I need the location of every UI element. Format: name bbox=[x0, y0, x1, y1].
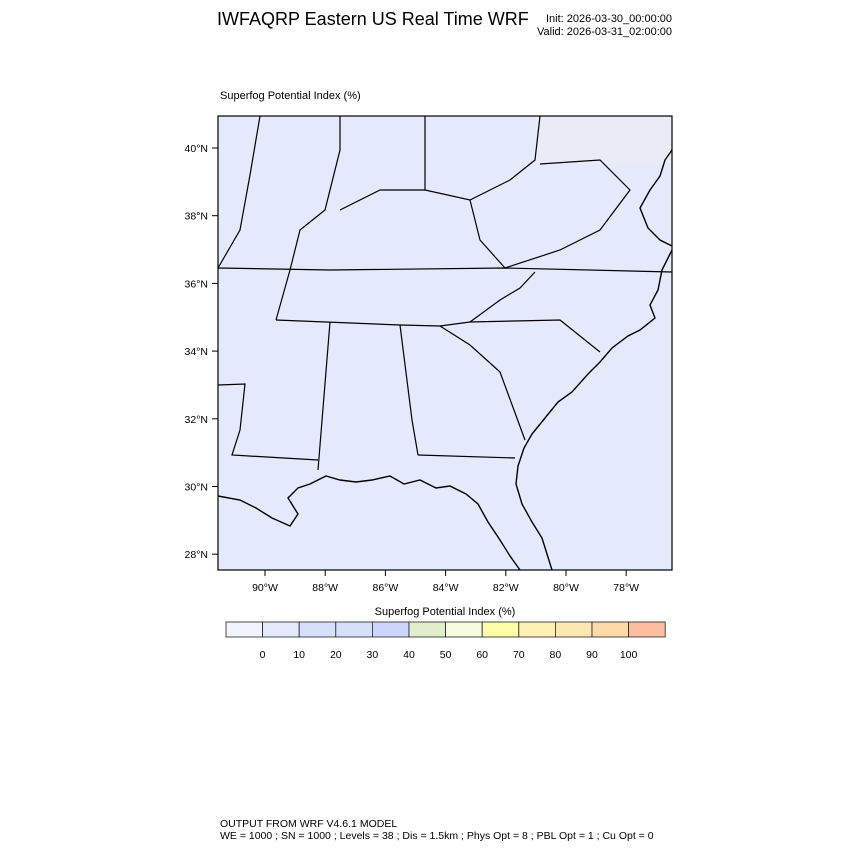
colorbar-label: 40 bbox=[403, 649, 415, 661]
lon-tick-label: 84°W bbox=[433, 582, 459, 594]
colorbar-swatch bbox=[591, 621, 629, 638]
colorbar-label: 100 bbox=[620, 649, 638, 661]
colorbar-swatch bbox=[335, 621, 373, 638]
colorbar-label: 0 bbox=[260, 649, 266, 661]
init-time: Init: 2026-03-30_00:00:00 bbox=[546, 13, 672, 25]
field-label: Superfog Potential Index (%) bbox=[220, 90, 361, 102]
colorbar-label: 90 bbox=[586, 649, 598, 661]
colorbar-swatch bbox=[628, 621, 666, 638]
colorbar-swatch bbox=[445, 621, 483, 638]
lat-tick-label: 28°N bbox=[185, 549, 208, 561]
colorbar-swatch bbox=[262, 621, 300, 638]
colorbar-label: 10 bbox=[293, 649, 305, 661]
model-info: OUTPUT FROM WRF V4.6.1 MODEL WE = 1000 ;… bbox=[220, 818, 654, 842]
colorbar-label: 60 bbox=[476, 649, 488, 661]
colorbar-swatch bbox=[555, 621, 593, 638]
lat-tick-label: 40°N bbox=[185, 143, 208, 155]
lon-tick-label: 80°W bbox=[553, 582, 579, 594]
colorbar-label: 20 bbox=[330, 649, 342, 661]
lon-tick-label: 86°W bbox=[373, 582, 399, 594]
map-region-low bbox=[536, 116, 672, 164]
lon-tick-label: 82°W bbox=[493, 582, 519, 594]
map-frame bbox=[217, 115, 673, 571]
footer-line-2: WE = 1000 ; SN = 1000 ; Levels = 38 ; Di… bbox=[220, 830, 654, 842]
colorbar-swatch bbox=[371, 621, 410, 638]
colorbar: 0 10 20 30 40 50 60 70 80 90 100 bbox=[225, 621, 666, 661]
colorbar-label: 80 bbox=[550, 649, 562, 661]
colorbar-label: 70 bbox=[513, 649, 525, 661]
colorbar-swatch bbox=[225, 621, 263, 638]
lat-tick-label: 38°N bbox=[185, 211, 208, 223]
colorbar-swatch bbox=[518, 621, 556, 638]
plot-title: IWFAQRP Eastern US Real Time WRF bbox=[217, 9, 529, 29]
colorbar-swatch bbox=[298, 621, 337, 638]
time-info: Init: 2026-03-30_00:00:00 Valid: 2026-03… bbox=[537, 13, 672, 39]
colorbar-title: Superfog Potential Index (%) bbox=[374, 606, 516, 618]
lon-tick-label: 78°W bbox=[613, 582, 639, 594]
lat-tick-label: 36°N bbox=[185, 278, 208, 290]
colorbar-label: 30 bbox=[367, 649, 379, 661]
colorbar-label: 50 bbox=[440, 649, 452, 661]
lat-tick-label: 32°N bbox=[185, 414, 208, 426]
colorbar-swatch bbox=[408, 621, 446, 638]
colorbar-swatch bbox=[481, 621, 520, 638]
coastline bbox=[217, 149, 673, 571]
state-borders bbox=[217, 115, 673, 471]
lat-tick-label: 30°N bbox=[185, 482, 208, 494]
lat-tick-label: 34°N bbox=[185, 346, 208, 358]
footer-line-1: OUTPUT FROM WRF V4.6.1 MODEL bbox=[220, 818, 398, 830]
lon-tick-label: 90°W bbox=[252, 582, 278, 594]
valid-time: Valid: 2026-03-31_02:00:00 bbox=[537, 26, 672, 38]
lon-tick-label: 88°W bbox=[312, 582, 338, 594]
map-background bbox=[218, 116, 672, 570]
